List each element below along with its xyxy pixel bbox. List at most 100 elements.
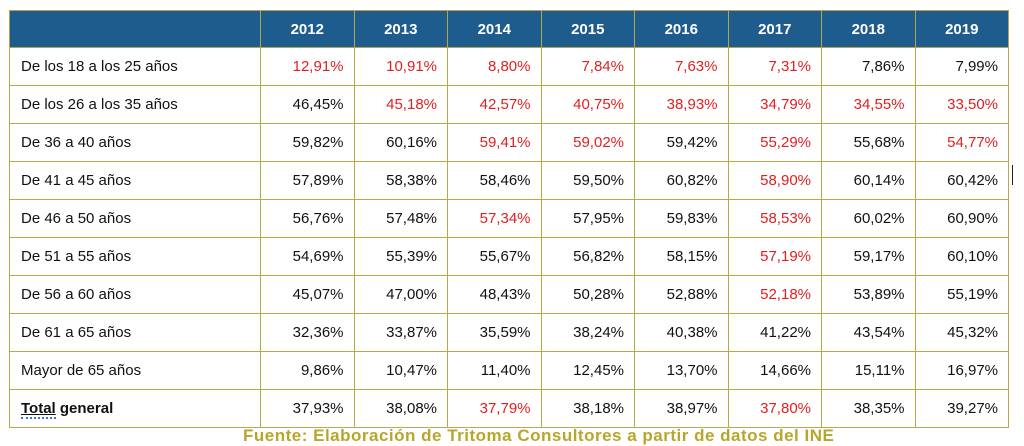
row-label: De 51 a 55 años bbox=[9, 237, 261, 276]
total-label: Total general bbox=[9, 389, 261, 428]
value-cell: 59,82% bbox=[260, 123, 355, 162]
source-footnote: Fuente: Elaboración de Tritoma Consultor… bbox=[243, 426, 835, 445]
value-cell: 40,75% bbox=[540, 85, 635, 124]
table-row: De los 26 a los 35 años 46,45% 45,18% 42,57… bbox=[9, 85, 1009, 124]
value-cell: 35,59% bbox=[447, 313, 542, 352]
value-cell: 58,46% bbox=[447, 161, 542, 200]
value-cell: 7,86% bbox=[821, 47, 916, 86]
value-cell: 53,89% bbox=[821, 275, 916, 314]
value-cell: 57,48% bbox=[353, 199, 448, 238]
value-cell: 16,97% bbox=[914, 351, 1009, 390]
value-cell: 57,34% bbox=[447, 199, 542, 238]
value-cell: 57,95% bbox=[540, 199, 635, 238]
header-year-2015: 2015 bbox=[540, 10, 635, 48]
value-cell: 59,42% bbox=[634, 123, 729, 162]
value-cell: 57,89% bbox=[260, 161, 355, 200]
value-cell: 55,19% bbox=[914, 275, 1009, 314]
total-value-cell: 38,35% bbox=[821, 389, 916, 428]
total-row: Total general 37,93% 38,08% 37,79% 38,18% 38,… bbox=[9, 389, 1009, 428]
value-cell: 59,50% bbox=[540, 161, 635, 200]
value-cell: 58,15% bbox=[634, 237, 729, 276]
value-cell: 55,68% bbox=[821, 123, 916, 162]
value-cell: 48,43% bbox=[447, 275, 542, 314]
value-cell: 43,54% bbox=[821, 313, 916, 352]
value-cell: 12,45% bbox=[540, 351, 635, 390]
value-cell: 32,36% bbox=[260, 313, 355, 352]
value-cell: 54,69% bbox=[260, 237, 355, 276]
value-cell: 55,67% bbox=[447, 237, 542, 276]
value-cell: 52,18% bbox=[727, 275, 822, 314]
value-cell: 40,38% bbox=[634, 313, 729, 352]
value-cell: 12,91% bbox=[260, 47, 355, 86]
value-cell: 7,63% bbox=[634, 47, 729, 86]
value-cell: 7,84% bbox=[540, 47, 635, 86]
value-cell: 54,77% bbox=[914, 123, 1009, 162]
value-cell: 52,88% bbox=[634, 275, 729, 314]
header-blank-cell bbox=[9, 10, 261, 48]
value-cell: 60,10% bbox=[914, 237, 1009, 276]
value-cell: 13,70% bbox=[634, 351, 729, 390]
value-cell: 41,22% bbox=[727, 313, 822, 352]
row-label: De 46 a 50 años bbox=[9, 199, 261, 238]
total-value-cell: 38,97% bbox=[634, 389, 729, 428]
table-row: De los 18 a los 25 años 12,91% 10,91% 8,80%… bbox=[9, 47, 1009, 86]
value-cell: 59,02% bbox=[540, 123, 635, 162]
value-cell: 10,91% bbox=[353, 47, 448, 86]
total-value-cell: 38,18% bbox=[540, 389, 635, 428]
value-cell: 60,16% bbox=[353, 123, 448, 162]
value-cell: 38,93% bbox=[634, 85, 729, 124]
value-cell: 34,55% bbox=[821, 85, 916, 124]
table-row: De 51 a 55 años 54,69% 55,39% 55,67% 56,82% 5… bbox=[9, 237, 1009, 276]
value-cell: 14,66% bbox=[727, 351, 822, 390]
total-label-rest: general bbox=[55, 400, 114, 417]
row-label: De los 26 a los 35 años bbox=[9, 85, 261, 124]
value-cell: 60,14% bbox=[821, 161, 916, 200]
value-cell: 34,79% bbox=[727, 85, 822, 124]
total-label-word: Total bbox=[21, 400, 56, 419]
header-year-2017: 2017 bbox=[727, 10, 822, 48]
header-year-2016: 2016 bbox=[634, 10, 729, 48]
value-cell: 50,28% bbox=[540, 275, 635, 314]
value-cell: 58,53% bbox=[727, 199, 822, 238]
value-cell: 57,19% bbox=[727, 237, 822, 276]
value-cell: 38,24% bbox=[540, 313, 635, 352]
table-row: Mayor de 65 años 9,86% 10,47% 11,40% 12,45% 1… bbox=[9, 351, 1009, 390]
table-row: De 46 a 50 años 56,76% 57,48% 57,34% 57,95% 5… bbox=[9, 199, 1009, 238]
value-cell: 60,82% bbox=[634, 161, 729, 200]
header-year-2013: 2013 bbox=[353, 10, 448, 48]
value-cell: 8,80% bbox=[447, 47, 542, 86]
value-cell: 59,17% bbox=[821, 237, 916, 276]
value-cell: 58,90% bbox=[727, 161, 822, 200]
value-cell: 45,32% bbox=[914, 313, 1009, 352]
total-value-cell: 37,93% bbox=[260, 389, 355, 428]
value-cell: 60,42% bbox=[914, 161, 1009, 200]
row-label: De los 18 a los 25 años bbox=[9, 47, 261, 86]
value-cell: 42,57% bbox=[447, 85, 542, 124]
value-cell: 58,38% bbox=[353, 161, 448, 200]
value-cell: 10,47% bbox=[353, 351, 448, 390]
value-cell: 59,83% bbox=[634, 199, 729, 238]
table-row: De 41 a 45 años 57,89% 58,38% 58,46% 59,50% 6… bbox=[9, 161, 1009, 200]
row-label: De 41 a 45 años bbox=[9, 161, 261, 200]
row-label: De 61 a 65 años bbox=[9, 313, 261, 352]
value-cell: 15,11% bbox=[821, 351, 916, 390]
table-row: De 36 a 40 años 59,82% 60,16% 59,41% 59,02% 5… bbox=[9, 123, 1009, 162]
value-cell: 59,41% bbox=[447, 123, 542, 162]
total-value-cell: 37,80% bbox=[727, 389, 822, 428]
header-year-2019: 2019 bbox=[914, 10, 1009, 48]
value-cell: 33,50% bbox=[914, 85, 1009, 124]
value-cell: 55,29% bbox=[727, 123, 822, 162]
row-label: Mayor de 65 años bbox=[9, 351, 261, 390]
table-row: De 61 a 65 años 32,36% 33,87% 35,59% 38,24% 4… bbox=[9, 313, 1009, 352]
value-cell: 45,18% bbox=[353, 85, 448, 124]
value-cell: 60,02% bbox=[821, 199, 916, 238]
value-cell: 7,99% bbox=[914, 47, 1009, 86]
value-cell: 46,45% bbox=[260, 85, 355, 124]
value-cell: 7,31% bbox=[727, 47, 822, 86]
value-cell: 11,40% bbox=[447, 351, 542, 390]
total-value-cell: 38,08% bbox=[353, 389, 448, 428]
header-year-2018: 2018 bbox=[821, 10, 916, 48]
value-cell: 56,82% bbox=[540, 237, 635, 276]
row-label: De 56 a 60 años bbox=[9, 275, 261, 314]
value-cell: 55,39% bbox=[353, 237, 448, 276]
